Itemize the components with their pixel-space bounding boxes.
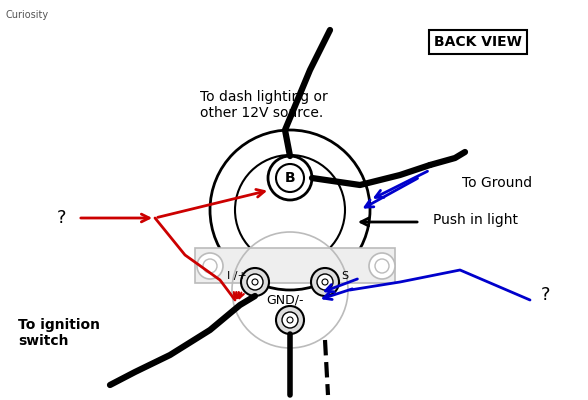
Text: ?: ? bbox=[540, 286, 550, 304]
Text: ?: ? bbox=[57, 209, 67, 227]
Circle shape bbox=[276, 306, 304, 334]
Circle shape bbox=[282, 312, 298, 328]
Text: I /+: I /+ bbox=[227, 271, 247, 281]
Text: To ignition
switch: To ignition switch bbox=[18, 318, 100, 348]
Circle shape bbox=[247, 274, 263, 290]
Text: GND/-: GND/- bbox=[266, 294, 304, 306]
Text: BACK VIEW: BACK VIEW bbox=[434, 35, 522, 49]
Circle shape bbox=[241, 268, 269, 296]
Text: Curiosity: Curiosity bbox=[5, 10, 48, 20]
Circle shape bbox=[369, 253, 395, 279]
Text: S: S bbox=[342, 271, 349, 281]
Text: Push in light: Push in light bbox=[433, 213, 518, 227]
Text: To Ground: To Ground bbox=[462, 176, 532, 190]
Circle shape bbox=[317, 274, 333, 290]
Bar bbox=[195, 248, 395, 283]
Circle shape bbox=[197, 253, 223, 279]
Circle shape bbox=[311, 268, 339, 296]
Text: To dash lighting or
other 12V source.: To dash lighting or other 12V source. bbox=[200, 90, 328, 120]
Text: B: B bbox=[285, 171, 295, 185]
